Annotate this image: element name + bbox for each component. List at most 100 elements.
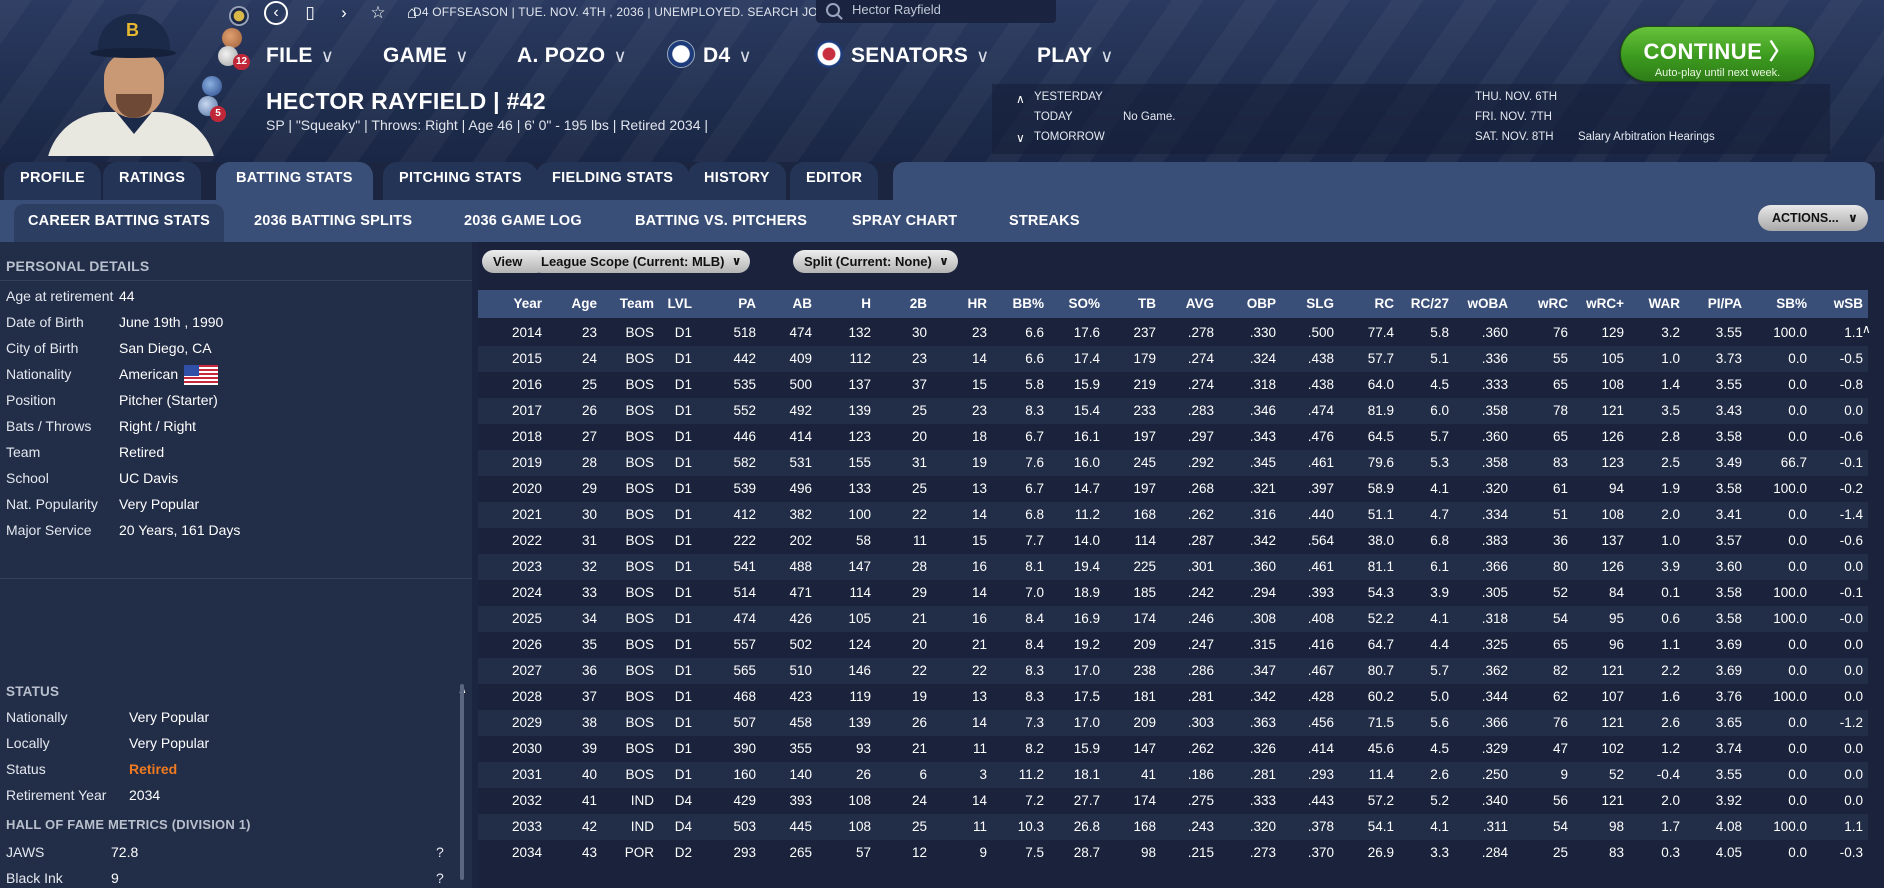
column-header[interactable]: Team bbox=[619, 296, 654, 311]
subtab-streaks[interactable]: STREAKS bbox=[1009, 213, 1080, 229]
column-header[interactable]: LVL bbox=[667, 296, 693, 311]
table-row[interactable]: 2024 33 BOS D1 514 471 114 29 14 7.0 18.9 185 .242 .2… bbox=[478, 580, 1868, 606]
table-row[interactable]: 2021 30 BOS D1 412 382 100 22 14 6.8 11.2 168 .262 .3… bbox=[478, 502, 1868, 528]
table-row[interactable]: 2014 23 BOS D1 518 474 132 30 23 6.6 17.6 237 .278 .3… bbox=[478, 320, 1868, 346]
subtab-game-log[interactable]: 2036 GAME LOG bbox=[464, 213, 582, 229]
search-input[interactable]: Hector Rayfield bbox=[816, 0, 1056, 23]
subtab-batting-vs-pitchers[interactable]: BATTING VS. PITCHERS bbox=[635, 213, 808, 229]
schedule-event[interactable]: Salary Arbitration Hearings bbox=[1578, 131, 1715, 143]
table-row[interactable]: 2026 35 BOS D1 557 502 124 20 21 8.4 19.2 209 .247 .3… bbox=[478, 632, 1868, 658]
column-header[interactable]: Age bbox=[571, 296, 597, 311]
column-header[interactable]: wRC bbox=[1538, 296, 1568, 311]
menu-play[interactable]: PLAY ∨ bbox=[1037, 44, 1114, 67]
table-cell: 390 bbox=[733, 741, 756, 756]
table-cell: 3.57 bbox=[1715, 533, 1742, 548]
schedule-up-icon[interactable]: ∧ bbox=[1016, 92, 1025, 106]
table-cell: 9 bbox=[1560, 767, 1568, 782]
table-cell: 17.4 bbox=[1073, 351, 1100, 366]
column-header[interactable]: H bbox=[861, 296, 871, 311]
table-row[interactable]: 2023 32 BOS D1 541 488 147 28 16 8.1 19.4 225 .301 .3… bbox=[478, 554, 1868, 580]
table-scroll-up-icon[interactable]: ∧ bbox=[1862, 322, 1871, 336]
menu-file[interactable]: FILE ∨ bbox=[266, 44, 335, 67]
left-scrollbar[interactable] bbox=[460, 684, 464, 880]
continue-button[interactable]: CONTINUE 〉 Auto-play until next week. bbox=[1621, 27, 1814, 81]
continue-sublabel: Auto-play until next week. bbox=[1654, 67, 1781, 79]
table-cell: 98 bbox=[1608, 819, 1624, 834]
league-scope-dropdown[interactable]: League Scope (Current: MLB) ∨ bbox=[530, 250, 751, 273]
bookmark-icon[interactable]: ▯ bbox=[305, 3, 315, 22]
table-cell: 114 bbox=[1134, 533, 1156, 548]
globe-icon[interactable] bbox=[202, 76, 222, 96]
table-row[interactable]: 2019 28 BOS D1 582 531 155 31 19 7.6 16.0 245 .292 .3… bbox=[478, 450, 1868, 476]
column-header[interactable]: 2B bbox=[909, 296, 927, 311]
column-header[interactable]: RC/27 bbox=[1410, 296, 1449, 311]
table-row[interactable]: 2033 42 IND D4 503 445 108 25 11 10.3 26.8 168 .243.… bbox=[478, 814, 1868, 840]
game-status-line[interactable]: D4 OFFSEASON | TUE. NOV. 4TH , 2036 | UN… bbox=[413, 5, 845, 19]
tab-ratings[interactable]: RATINGS bbox=[103, 162, 202, 200]
table-row[interactable]: 2027 36 BOS D1 565 510 146 22 22 8.3 17.0 238 .286 .3… bbox=[478, 658, 1868, 684]
table-row[interactable]: 2015 24 BOS D1 442 409 112 23 14 6.6 17.4 179 .274 .3… bbox=[478, 346, 1868, 372]
table-cell: D1 bbox=[674, 637, 692, 652]
column-header[interactable]: BB% bbox=[1012, 296, 1044, 311]
column-header[interactable]: AVG bbox=[1185, 296, 1214, 311]
column-header[interactable]: PI/PA bbox=[1707, 296, 1742, 311]
table-row[interactable]: 2025 34 BOS D1 474 426 105 21 16 8.4 16.9 174 .246 .3… bbox=[478, 606, 1868, 632]
column-header[interactable]: TB bbox=[1138, 296, 1156, 311]
table-row[interactable]: 2029 38 BOS D1 507 458 139 26 14 7.3 17.0 209 .303 .3… bbox=[478, 710, 1868, 736]
help-icon[interactable]: ? bbox=[436, 870, 444, 886]
back-icon[interactable]: ‹ bbox=[264, 1, 288, 25]
column-header[interactable]: SLG bbox=[1306, 296, 1334, 311]
column-header[interactable]: Year bbox=[513, 296, 542, 311]
forward-icon[interactable]: › bbox=[341, 3, 347, 22]
menu-game[interactable]: GAME ∨ bbox=[383, 44, 469, 67]
table-row[interactable]: 2028 37 BOS D1 468 423 119 19 13 8.3 17.5 181 .281 .3… bbox=[478, 684, 1868, 710]
tab-pitching-stats[interactable]: PITCHING STATS bbox=[383, 162, 538, 200]
table-row[interactable]: 2020 29 BOS D1 539 496 133 25 13 6.7 14.7 197 .268 .3… bbox=[478, 476, 1868, 502]
table-row[interactable]: 2016 25 BOS D1 535 500 137 37 15 5.8 15.9 219 .274 .3… bbox=[478, 372, 1868, 398]
column-header[interactable]: OBP bbox=[1246, 296, 1276, 311]
table-row[interactable]: 2017 26 BOS D1 552 492 139 25 23 8.3 15.4 233 .283 .3… bbox=[478, 398, 1868, 424]
column-header[interactable]: RC bbox=[1374, 296, 1395, 311]
table-cell: 36 bbox=[581, 663, 597, 678]
column-header[interactable]: wSB bbox=[1833, 296, 1863, 311]
table-row[interactable]: 2030 39 BOS D1 390 355 93 21 11 8.2 15.9 147 .262 .32… bbox=[478, 736, 1868, 762]
baseball-icon[interactable] bbox=[222, 28, 242, 48]
subtab-batting-splits[interactable]: 2036 BATTING SPLITS bbox=[254, 213, 413, 229]
table-row[interactable]: 2032 41 IND D4 429 393 108 24 14 7.2 27.7 174 .275 .3… bbox=[478, 788, 1868, 814]
table-cell: 0.0 bbox=[1788, 351, 1807, 366]
trophy-icon[interactable] bbox=[229, 6, 249, 26]
table-cell: 7.2 bbox=[1025, 793, 1044, 808]
table-cell: 4.1 bbox=[1430, 819, 1449, 834]
column-header[interactable]: wOBA bbox=[1467, 296, 1509, 311]
star-icon[interactable]: ☆ bbox=[370, 3, 386, 22]
tab-editor[interactable]: EDITOR bbox=[790, 162, 879, 200]
help-icon[interactable]: ? bbox=[436, 844, 444, 860]
table-row[interactable]: 2018 27 BOS D1 446 414 123 20 18 6.7 16.1 197.297.3… bbox=[478, 424, 1868, 450]
tab-fielding-stats[interactable]: FIELDING STATS bbox=[536, 162, 690, 200]
menu-league[interactable]: D4 ∨ bbox=[667, 39, 752, 68]
table-cell: 233 bbox=[1133, 403, 1156, 418]
menu-manager[interactable]: A. POZO ∨ bbox=[517, 44, 627, 67]
tab-history[interactable]: HISTORY bbox=[688, 162, 786, 200]
column-header[interactable]: wRC+ bbox=[1586, 296, 1624, 311]
column-header[interactable]: AB bbox=[792, 296, 813, 311]
column-header[interactable]: WAR bbox=[1648, 296, 1681, 311]
tab-profile[interactable]: PROFILE bbox=[4, 162, 101, 200]
subtab-career-batting[interactable]: CAREER BATTING STATS bbox=[14, 204, 225, 242]
column-header[interactable]: PA bbox=[738, 296, 756, 311]
home-icon[interactable]: ⌂ bbox=[406, 3, 418, 22]
table-cell: 30 bbox=[581, 507, 597, 522]
table-row[interactable]: 2031 40 BOS D1 160 140 26 6 3 11.2 18.1 41 .186 .281.… bbox=[478, 762, 1868, 788]
column-header[interactable]: SO% bbox=[1068, 296, 1100, 311]
tab-batting-stats[interactable]: BATTING STATS bbox=[216, 162, 373, 202]
split-dropdown[interactable]: Split (Current: None) ∨ bbox=[793, 250, 958, 273]
column-header[interactable]: SB% bbox=[1776, 296, 1807, 311]
table-cell: 471 bbox=[789, 585, 812, 600]
table-row[interactable]: 2034 43 POR D2 293 265 57 12 9 7.5 28.7 98 .215 .273.… bbox=[478, 840, 1868, 866]
subtab-spray-chart[interactable]: SPRAY CHART bbox=[852, 213, 958, 229]
menu-team[interactable]: SENATORS ∨ bbox=[815, 39, 990, 68]
column-header[interactable]: HR bbox=[967, 296, 988, 311]
schedule-down-icon[interactable]: ∨ bbox=[1016, 131, 1025, 145]
table-row[interactable]: 2022 31 BOS D1 222 202 58 11 15 7.7 14.0 114 .287 .34… bbox=[478, 528, 1868, 554]
actions-button[interactable]: ACTIONS... ∨ bbox=[1758, 205, 1868, 231]
